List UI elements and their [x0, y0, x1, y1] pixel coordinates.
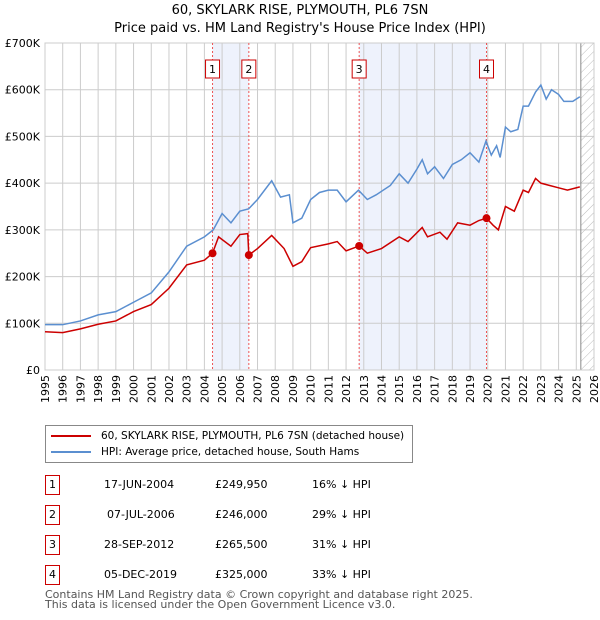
x-tick-label: 2019 [464, 375, 477, 403]
sale-number-badge: 2 [45, 505, 60, 525]
x-tick-label: 1998 [92, 375, 105, 403]
sale-point-3 [355, 241, 364, 250]
legend-hpi-swatch [51, 451, 91, 453]
licence-notice: This data is licensed under the Open Gov… [45, 598, 396, 611]
shaded-range [359, 43, 487, 370]
property-series-line [44, 177, 581, 334]
x-tick-label: 2026 [588, 375, 600, 403]
sale-date: 05-DEC-2019 [104, 568, 178, 581]
x-tick-label: 2018 [446, 375, 459, 403]
x-tick-label: 1997 [74, 375, 87, 403]
y-tick-label: £0 [26, 364, 40, 377]
y-tick-label: £100K [5, 317, 41, 330]
x-tick-label: 1996 [57, 375, 70, 403]
y-tick-label: £300K [5, 224, 41, 237]
sale-row: 1 17-JUN-2004 £249,950 16% ↓ HPI [45, 475, 445, 495]
sale-label-box-2 [241, 59, 257, 79]
copyright-notice: Contains HM Land Registry data © Crown c… [45, 588, 473, 601]
y-tick-label: £400K [5, 177, 41, 190]
sale-label-1: 1 [209, 63, 216, 76]
legend-hpi-label: HPI: Average price, detached house, Sout… [101, 446, 360, 458]
sale-hpi-delta: 33% ↓ HPI [312, 568, 371, 581]
projection-hatch [580, 43, 594, 370]
sale-row: 3 28-SEP-2012 £265,500 31% ↓ HPI [45, 535, 445, 555]
y-tick-label: £700K [5, 37, 41, 50]
x-tick-label: 2012 [340, 375, 353, 403]
sale-price: £249,950 [215, 478, 268, 491]
sale-label-2: 2 [245, 63, 252, 76]
hpi-series-line [45, 83, 581, 326]
sale-date: 17-JUN-2004 [104, 478, 175, 491]
x-tick-label: 2007 [252, 375, 265, 403]
x-tick-label: 2011 [322, 375, 335, 403]
sale-number-badge: 1 [45, 475, 60, 495]
chart-subtitle: Price paid vs. HM Land Registry's House … [114, 21, 486, 36]
x-tick-label: 1995 [39, 375, 52, 403]
sale-number-badge: 3 [45, 535, 60, 555]
x-tick-label: 2003 [181, 375, 194, 403]
x-tick-label: 2004 [198, 375, 211, 403]
sale-label-4: 4 [483, 63, 490, 76]
sale-label-box-3 [351, 59, 367, 79]
legend-property-swatch [51, 435, 91, 437]
y-tick-label: £200K [5, 271, 41, 284]
x-tick-label: 2020 [482, 375, 495, 403]
x-tick-label: 2016 [411, 375, 424, 403]
y-tick-label: £500K [5, 130, 41, 143]
plot-frame [44, 42, 595, 371]
x-tick-label: 2017 [429, 375, 442, 403]
sale-hpi-delta: 16% ↓ HPI [312, 478, 371, 491]
x-tick-label: 2002 [163, 375, 176, 403]
y-tick-label: £600K [5, 84, 41, 97]
x-tick-label: 2001 [145, 375, 158, 403]
x-tick-label: 2025 [570, 375, 583, 403]
sale-date: 07-JUL-2006 [107, 508, 175, 521]
x-tick-label: 2005 [216, 375, 229, 403]
sale-point-4 [482, 214, 491, 223]
sale-hpi-delta: 31% ↓ HPI [312, 538, 371, 551]
x-tick-label: 2014 [375, 375, 388, 403]
sale-price: £325,000 [215, 568, 268, 581]
sale-hpi-delta: 29% ↓ HPI [312, 508, 371, 521]
x-tick-label: 2023 [535, 375, 548, 403]
sale-point-2 [244, 251, 253, 260]
price-chart: 1995 1996 1997 1998 1999 2000 2001 2002 2003 2004… [5, 37, 600, 403]
chart-title: 60, SKYLARK RISE, PLYMOUTH, PL6 7SN [171, 3, 429, 18]
sale-label-box-1 [205, 59, 221, 79]
shaded-range [212, 43, 249, 370]
sale-point-1 [208, 249, 217, 258]
sale-label-box-4 [479, 59, 495, 79]
x-tick-label: 1999 [110, 375, 123, 403]
x-tick-label: 2015 [393, 375, 406, 403]
x-tick-label: 2010 [305, 375, 318, 403]
x-tick-label: 2006 [234, 375, 247, 403]
x-tick-label: 2000 [128, 375, 141, 403]
x-tick-label: 2009 [287, 375, 300, 403]
sale-price: £246,000 [215, 508, 268, 521]
sale-row: 2 07-JUL-2006 £246,000 29% ↓ HPI [45, 505, 445, 525]
sale-price: £265,500 [215, 538, 268, 551]
sale-row: 4 05-DEC-2019 £325,000 33% ↓ HPI [45, 565, 445, 585]
x-tick-label: 2021 [499, 375, 512, 403]
legend-property-label: 60, SKYLARK RISE, PLYMOUTH, PL6 7SN (det… [101, 430, 405, 442]
sale-label-3: 3 [356, 63, 363, 76]
sale-date: 28-SEP-2012 [104, 538, 175, 551]
x-tick-label: 2013 [358, 375, 371, 403]
sale-number-badge: 4 [45, 565, 60, 585]
x-tick-label: 2024 [553, 375, 566, 403]
x-tick-label: 2022 [517, 375, 530, 403]
x-tick-label: 2008 [269, 375, 282, 403]
legend: 60, SKYLARK RISE, PLYMOUTH, PL6 7SN (det… [45, 425, 413, 463]
